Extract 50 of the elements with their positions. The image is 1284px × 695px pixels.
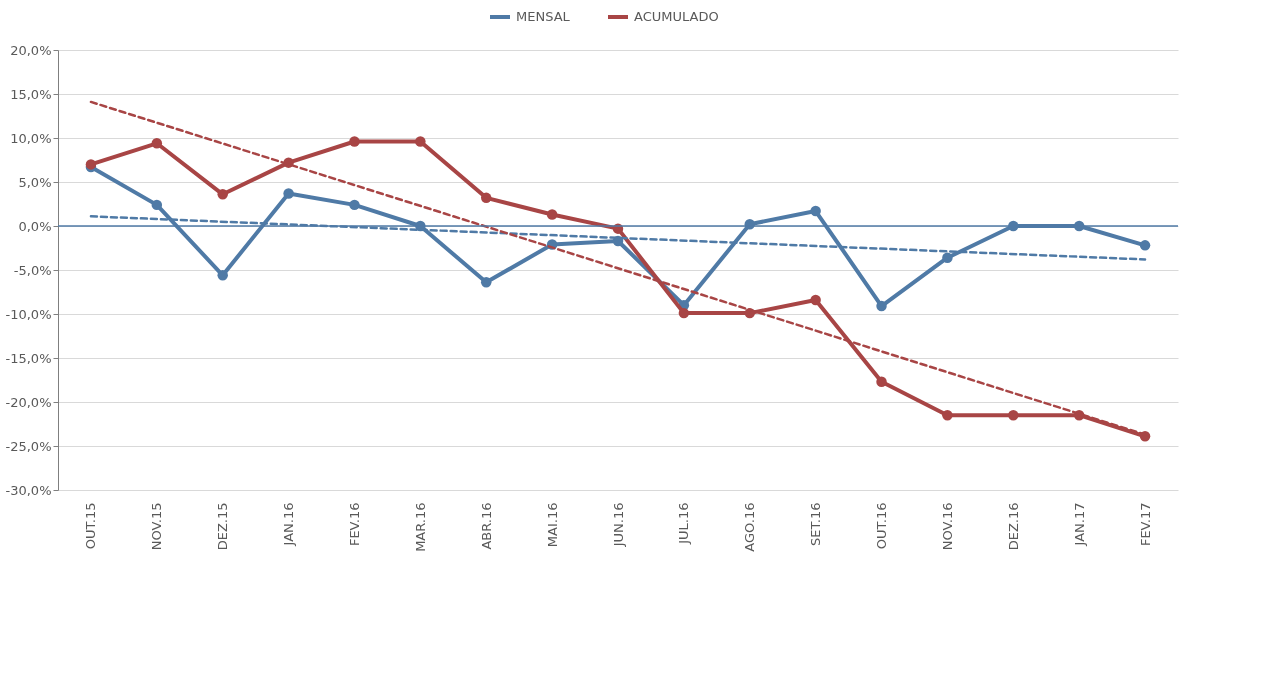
point bbox=[810, 205, 821, 217]
point bbox=[415, 136, 426, 147]
x-tick-label: JUN.16 bbox=[610, 502, 626, 548]
x-tick-label: OUT.16 bbox=[874, 502, 890, 550]
y-tick-label: 15,0% bbox=[10, 86, 52, 102]
point bbox=[942, 252, 953, 263]
x-tick-label: FEV.17 bbox=[1137, 502, 1153, 547]
x-tick-label: MAI.16 bbox=[544, 502, 560, 548]
y-tick-label: 0,0% bbox=[18, 218, 52, 234]
point bbox=[546, 209, 558, 220]
y-tick-label: -30,0% bbox=[5, 482, 52, 498]
y-tick-label: -10,0% bbox=[5, 306, 52, 322]
point bbox=[810, 294, 821, 306]
point bbox=[876, 300, 887, 312]
point bbox=[151, 199, 163, 211]
y-tick-label: -20,0% bbox=[5, 394, 52, 410]
point bbox=[942, 409, 953, 421]
y-tick-label: -5,0% bbox=[13, 262, 52, 278]
y-tick-label: -25,0% bbox=[5, 438, 52, 454]
x-tick-label: MAR.16 bbox=[412, 502, 428, 552]
y-tick-label: -15,0% bbox=[5, 350, 52, 366]
point bbox=[1139, 240, 1151, 251]
point bbox=[217, 270, 228, 281]
x-tick-label: FEV.16 bbox=[346, 502, 362, 547]
x-tick-label: DEZ.16 bbox=[1005, 502, 1021, 551]
y-tick-label: 10,0% bbox=[10, 130, 52, 146]
legend-label: MENSAL bbox=[516, 9, 571, 24]
x-tick-label: NOV.16 bbox=[939, 502, 955, 551]
x-tick-label: SET.16 bbox=[808, 502, 824, 547]
point bbox=[283, 188, 294, 199]
point bbox=[151, 138, 163, 149]
point bbox=[349, 136, 360, 147]
x-tick-label: NOV.15 bbox=[149, 502, 165, 551]
point bbox=[480, 277, 492, 288]
point bbox=[349, 199, 360, 211]
y-tick-label: 5,0% bbox=[18, 174, 52, 190]
x-tick-label: OUT.15 bbox=[83, 502, 99, 550]
point bbox=[217, 189, 228, 200]
x-tick-label: JAN.16 bbox=[281, 502, 297, 547]
legend-label: ACUMULADO bbox=[634, 9, 719, 24]
x-tick-label: AGO.16 bbox=[742, 502, 758, 552]
point bbox=[1008, 409, 1019, 421]
x-tick-label: JAN.17 bbox=[1071, 502, 1087, 547]
point bbox=[876, 376, 887, 387]
x-tick-label: ABR.16 bbox=[478, 502, 494, 550]
x-tick-label: JUL.16 bbox=[676, 502, 692, 545]
point bbox=[480, 192, 492, 204]
point bbox=[678, 307, 690, 319]
x-tick-label: DEZ.15 bbox=[215, 502, 231, 551]
y-tick-label: 20,0% bbox=[10, 42, 52, 58]
